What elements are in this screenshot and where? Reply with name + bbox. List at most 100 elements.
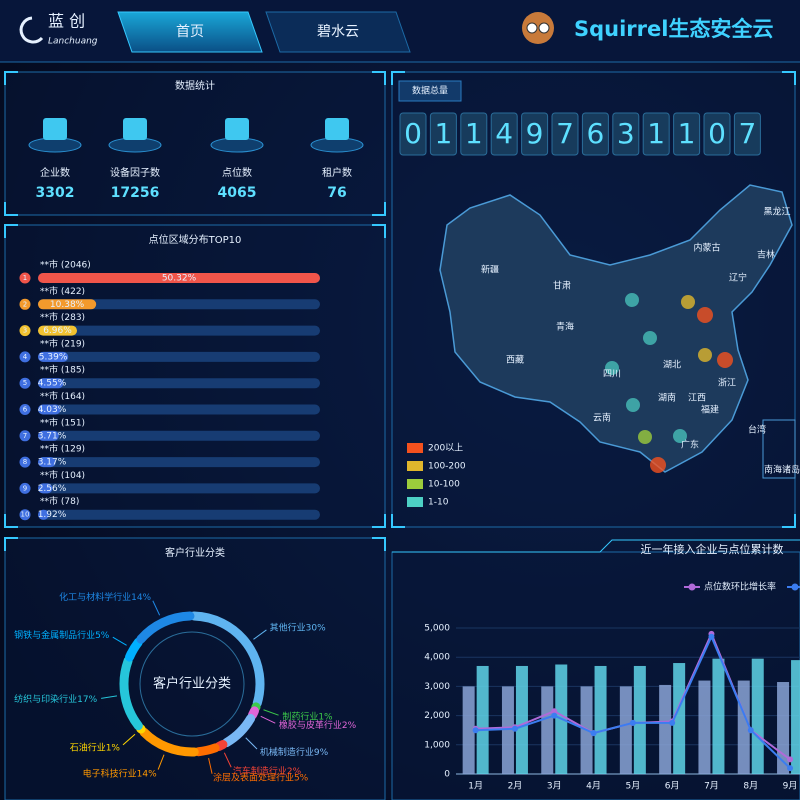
digit-box (673, 112, 701, 156)
region-label: 浙江 (718, 377, 736, 389)
leader-line (152, 600, 161, 616)
leader-line (101, 695, 118, 699)
bar-track (38, 509, 320, 520)
south-sea-box (762, 419, 796, 479)
stat-label: 设备因子数 (110, 166, 160, 179)
leader-line (208, 758, 213, 774)
bar-label: 4.03% (38, 405, 67, 415)
rank-badge (19, 298, 31, 310)
digit-box (490, 112, 518, 156)
nav-tab-inactive[interactable] (265, 11, 411, 53)
map-point (697, 307, 713, 323)
pie-inner-ring (139, 631, 245, 737)
x-tick-label: 6月 (665, 781, 680, 792)
digit-box (399, 112, 427, 156)
region-name: **市 (78) (40, 495, 79, 507)
region-label: 湖北 (663, 360, 681, 371)
bar-track (38, 457, 320, 468)
bar (594, 665, 607, 774)
pie-segment (214, 740, 228, 751)
panel-corners (4, 71, 386, 216)
digit-box (429, 112, 457, 156)
rank: 9 (23, 484, 27, 492)
bar (38, 430, 59, 441)
digit: 6 (586, 117, 604, 150)
digit-box (521, 112, 549, 156)
legend-swatch (407, 443, 423, 453)
line-point (472, 727, 479, 734)
rank-badge (19, 351, 31, 363)
pie-label-value: 9% (314, 747, 329, 757)
nav-tab-active[interactable] (117, 11, 263, 53)
digit: 0 (708, 117, 726, 150)
pie-segment (136, 611, 195, 644)
logo-cn: 蓝 创 (48, 12, 85, 31)
region-label: 福建 (701, 404, 719, 416)
panel-title: 数据统计 (175, 79, 215, 92)
rank: 8 (23, 458, 27, 466)
bar-track (38, 404, 320, 415)
rank-badge (19, 325, 31, 337)
map-point (643, 331, 657, 345)
bar (541, 686, 554, 774)
digit-box (612, 112, 640, 156)
stat-label: 点位数 (222, 166, 252, 179)
line-point (787, 765, 794, 772)
digit: 0 (404, 117, 422, 150)
pie-label-name: 制药行业 (282, 710, 318, 722)
region-name: **市 (2046) (40, 259, 91, 271)
bar (38, 483, 53, 494)
bar-track (38, 378, 320, 389)
stat-label: 租户数 (322, 166, 352, 179)
map-point (698, 348, 712, 362)
pie-label: 化工与材料学行业14% (59, 591, 151, 603)
map-point (673, 429, 687, 443)
bar (633, 665, 646, 774)
pie-segment (119, 656, 143, 731)
x-tick-label: 8月 (743, 781, 758, 792)
bar-label: 3.71% (38, 431, 67, 441)
pie-label: 纺织与印染行业17% (14, 693, 97, 705)
bar (673, 663, 686, 774)
bar-track (38, 325, 320, 336)
bar (476, 665, 489, 774)
panel-corners (391, 71, 796, 528)
bar-track (38, 351, 320, 362)
bar (698, 680, 711, 774)
logo-icon (19, 16, 44, 44)
line-point (551, 712, 558, 719)
stat-value: 3302 (36, 185, 75, 201)
line-point (747, 727, 754, 734)
map-point (650, 457, 666, 473)
rank-badge (19, 482, 31, 494)
region-label: 黑龙江 (763, 206, 790, 218)
region-label: 湖南 (658, 392, 676, 404)
region-label: 四川 (603, 370, 621, 380)
region-label: 吉林 (757, 249, 775, 261)
rank-badge (19, 509, 31, 521)
pie-label-name: 石油行业 (70, 741, 106, 753)
digit-box (551, 112, 579, 156)
y-tick-label: 3,000 (424, 682, 450, 692)
nav-tab[interactable]: 碧水云 (317, 24, 359, 40)
china-map (439, 184, 793, 473)
legend-swatch (407, 461, 423, 471)
region-label: 青海 (556, 321, 574, 333)
x-tick-label: 7月 (704, 781, 719, 792)
region-label: 云南 (593, 412, 611, 424)
map (439, 184, 796, 479)
rank: 5 (23, 379, 27, 387)
pie-label: 涂层及表面处理行业5% (213, 771, 309, 783)
pie-segment (139, 727, 199, 757)
pie-label: 电子科技行业14% (83, 767, 157, 779)
line-point (787, 756, 794, 763)
panel-title-line (392, 539, 800, 553)
legend-marker (688, 583, 696, 591)
bar-label: 50.32% (162, 274, 197, 284)
stat-value: 17256 (111, 185, 160, 201)
stat-icon (325, 118, 349, 140)
nav-tab[interactable]: 首页 (176, 24, 204, 40)
bar (619, 686, 632, 774)
line-point (551, 708, 558, 715)
region-label: 辽宁 (729, 272, 747, 284)
